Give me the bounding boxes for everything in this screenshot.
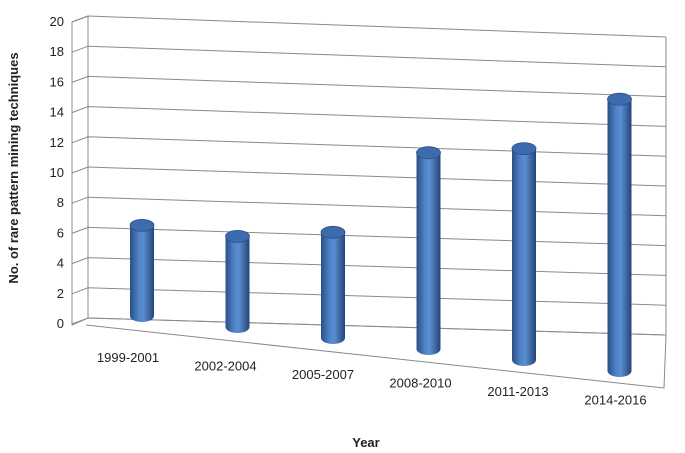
bar-top-cap [129,218,155,232]
bar-body [130,225,154,322]
bar [320,225,346,344]
bar-body [321,232,345,344]
x-tick-label: 1999-2001 [97,350,159,365]
y-tick-label: 14 [50,105,64,120]
gridline [71,136,667,157]
bar [607,92,632,377]
bar [511,142,537,366]
gridline [71,287,667,306]
floor-outline [71,317,667,389]
gridline [71,257,667,276]
y-tick-label: 4 [57,256,64,271]
y-tick-label: 6 [57,225,64,240]
x-tick-label: 2002-2004 [194,359,256,374]
bar [129,218,155,322]
bar [416,146,441,355]
bars [129,92,632,377]
x-tick-label: 2005-2007 [292,367,354,382]
gridline [71,226,667,247]
x-axis-ticks: 1999-2001 2002-2004 2005-2007 2008-2010 2011… [97,350,647,408]
bar-top-cap [416,146,441,160]
x-tick-label: 2014-2016 [584,393,646,408]
bar-body [225,236,250,333]
bar-top-cap [511,142,537,156]
x-tick-label: 2008-2010 [389,376,451,391]
bar [225,229,250,333]
x-axis-title: Year [352,435,379,450]
gridline [71,75,667,98]
bar-body [607,99,632,377]
gridline [71,15,667,38]
y-tick-label: 10 [50,165,64,180]
y-tick-label: 8 [57,195,64,210]
gridline [71,317,667,336]
y-tick-label: 2 [57,286,64,301]
y-axis-title: No. of rare pattern mining techniques [6,52,21,283]
bar-top-cap [607,92,632,106]
bar-top-cap [320,225,346,239]
gridline [71,166,667,187]
gridline [71,45,667,68]
x-tick-label: 2011-2013 [487,384,548,399]
bar-body [512,148,536,366]
gridlines [71,15,667,336]
y-tick-label: 0 [57,316,64,331]
gridline [71,196,667,217]
bar-top-cap [225,229,250,243]
y-tick-label: 12 [50,135,64,150]
gridline [71,106,667,127]
y-axis-ticks: 0 2 4 6 8 10 12 14 16 18 20 [50,14,64,331]
y-tick-label: 18 [50,44,64,59]
y-tick-label: 16 [50,74,64,89]
y-tick-label: 20 [50,14,64,29]
bar-body [416,152,441,355]
